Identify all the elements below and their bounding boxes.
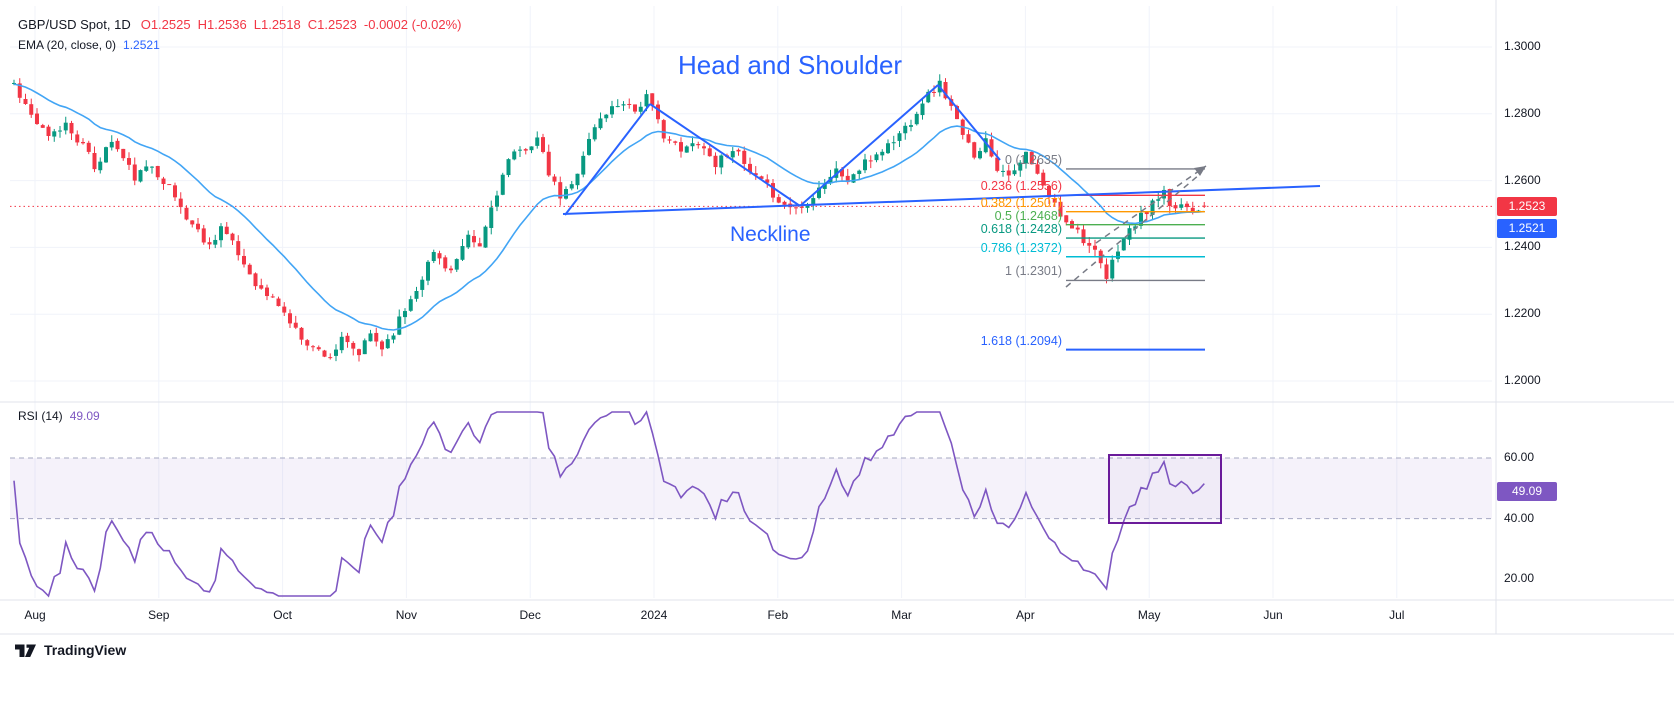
time-axis-label: Sep: [148, 608, 170, 622]
symbol-name[interactable]: GBP/USD Spot, 1D: [18, 17, 131, 32]
low-value: L1.2518: [253, 17, 301, 32]
time-axis-label: Jul: [1389, 608, 1405, 622]
brand-name: TradingView: [44, 641, 127, 658]
neckline-annotation[interactable]: Neckline: [730, 223, 811, 246]
time-axis-label: Jun: [1263, 608, 1283, 622]
open-value: O1.2525: [140, 17, 191, 32]
close-value: C1.2523: [307, 17, 357, 32]
rsi-highlight-box[interactable]: [1108, 454, 1222, 524]
price-axis-tick: 1.2200: [1504, 306, 1541, 321]
ema-legend[interactable]: EMA (20, close, 0) 1.2521: [18, 38, 160, 52]
fib-level-label: 1.618 (1.2094): [980, 333, 1062, 348]
time-axis-label: 2024: [640, 608, 668, 622]
fib-level-label: 0.618 (1.2428): [980, 222, 1062, 237]
rsi-axis-tick: 40.00: [1504, 510, 1535, 525]
time-axis-label: May: [1137, 608, 1161, 622]
time-axis-label: Dec: [519, 608, 541, 622]
time-axis-label: Apr: [1016, 608, 1035, 622]
time-axis-label: Oct: [273, 608, 292, 622]
fib-level-label: 0.5 (1.2468): [994, 208, 1062, 223]
fib-level-label: 0 (1.2635): [1005, 152, 1062, 167]
ohlc-legend: GBP/USD Spot, 1D O1.2525 H1.2536 L1.2518 C1.…: [18, 17, 468, 32]
price-axis-tick: 1.2000: [1504, 373, 1541, 387]
change-value: -0.0002 (-0.02%): [363, 17, 462, 32]
price-axis-tick: 1.2400: [1504, 239, 1541, 254]
tradingview-logo[interactable]: TradingView: [14, 641, 126, 658]
tradingview-icon: [15, 644, 36, 657]
ema-price-tag: 1.2521: [1497, 219, 1557, 238]
rsi-axis-tick: 20.00: [1504, 571, 1535, 586]
rsi-axis-tick: 60.00: [1504, 450, 1535, 464]
time-axis-label: Aug: [24, 608, 46, 622]
time-axis-label: Nov: [395, 608, 418, 622]
rsi-value-tag: 49.09: [1497, 482, 1557, 501]
time-axis-label: Feb: [767, 608, 789, 622]
time-axis-label: Mar: [891, 608, 912, 622]
price-axis-tick: 1.2800: [1504, 105, 1541, 120]
fib-level-label: 1 (1.2301): [1005, 264, 1062, 279]
fib-level-label: 0.236 (1.2556): [980, 179, 1062, 194]
high-value: H1.2536: [197, 17, 247, 32]
head-and-shoulder-annotation[interactable]: Head and Shoulder: [678, 50, 903, 80]
last-price-tag: 1.2523: [1497, 197, 1557, 216]
ema-value: 1.2521: [123, 38, 160, 52]
price-axis-tick: 1.2600: [1504, 172, 1541, 187]
fib-level-label: 0.786 (1.2372): [980, 240, 1062, 255]
fib-level-label: 0.382 (1.2507): [980, 195, 1062, 210]
price-axis-tick: 1.3000: [1504, 39, 1541, 53]
rsi-value: 49.09: [69, 409, 100, 423]
rsi-label: RSI (14): [18, 409, 63, 423]
rsi-legend[interactable]: RSI (14) 49.09: [18, 409, 100, 423]
ema-label: EMA (20, close, 0): [18, 38, 117, 52]
